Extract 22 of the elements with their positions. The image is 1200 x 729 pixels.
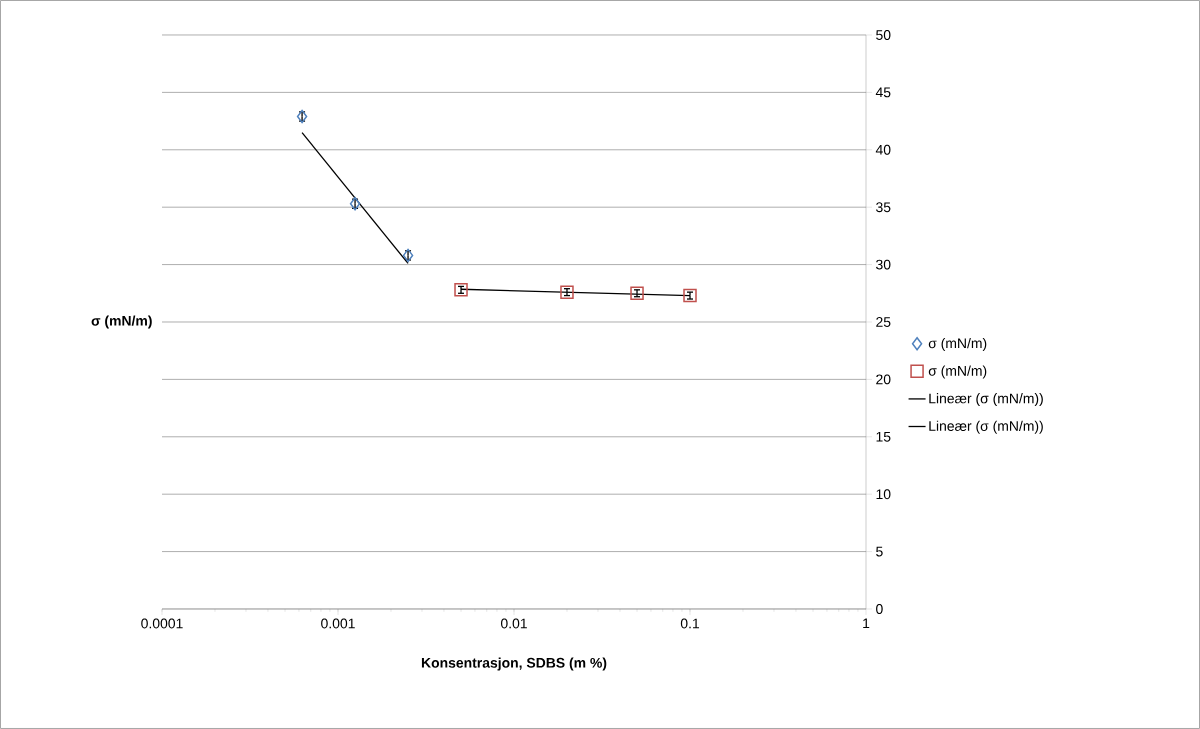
y-tick-label: 0 <box>876 604 883 614</box>
y-tick-label: 40 <box>875 144 891 155</box>
y-tick-label: 35 <box>876 202 891 213</box>
x-axis-title: Konsentrasjon, SDBS (m %) <box>421 657 607 671</box>
x-tick-label: 0.001 <box>321 618 355 629</box>
y-tick-label: 15 <box>876 431 891 442</box>
y-tick-label: 50 <box>876 30 891 40</box>
x-tick-label: 0.01 <box>500 618 527 629</box>
x-tick-label: 0.0001 <box>141 618 183 629</box>
x-tick-label: 0.1 <box>680 618 700 629</box>
legend-label: σ (mN/m) <box>928 365 987 379</box>
y-tick-label: 45 <box>875 87 891 98</box>
y-axis-title: σ (mN/m) <box>91 315 152 329</box>
y-tick-label: 10 <box>876 489 891 500</box>
legend-label: Lineær (σ (mN/m)) <box>929 420 1043 434</box>
legend-label: σ (mN/m) <box>928 337 987 351</box>
legend-label: Lineær (σ (mN/m)) <box>929 393 1043 407</box>
y-tick-label: 25 <box>876 317 891 327</box>
x-tick-label: 1 <box>863 618 870 629</box>
y-tick-label: 30 <box>876 259 891 270</box>
y-tick-label: 20 <box>876 374 891 385</box>
y-tick-label: 5 <box>876 546 883 557</box>
